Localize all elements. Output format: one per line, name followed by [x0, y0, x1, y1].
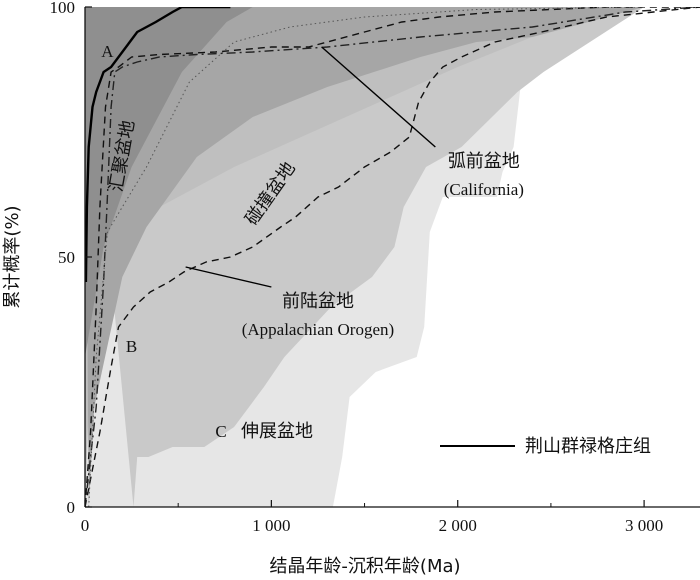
y-tick-label: 50: [58, 248, 75, 267]
x-tick-label: 0: [81, 516, 90, 535]
y-tick-label: 0: [67, 498, 76, 517]
region-label-2: C: [215, 422, 226, 441]
axis-ticks: 0 1 000 2 000 3 000 0 50 100: [50, 0, 664, 535]
region-label-1: B: [126, 337, 137, 356]
region-label-3: 伸展盆地: [241, 421, 313, 442]
legend-label: 荆山群禄格庄组: [525, 436, 651, 457]
series-line-3: [85, 7, 700, 507]
basin-fields: [85, 7, 700, 507]
field-4: [85, 7, 700, 357]
annotation-text-1-1: (Appalachian Orogen): [242, 320, 394, 339]
series-line-1: [85, 7, 700, 507]
annotation-leader-1: [185, 266, 272, 288]
annotation-text-0-0: 弧前盆地: [448, 151, 520, 172]
series-line-2: [85, 7, 700, 507]
annotation-text-1-0: 前陆盆地: [282, 291, 354, 312]
series-line-0: [85, 7, 231, 283]
series-line-4: [88, 7, 645, 507]
annotation-text-0-1: (California): [444, 180, 524, 199]
legend: 荆山群禄格庄组: [440, 436, 651, 457]
x-axis-title: 结晶年龄-沉积年龄(Ma): [269, 556, 460, 577]
annotation-leader-0: [321, 46, 436, 148]
x-tick-label: 3 000: [625, 516, 663, 535]
annotations: 弧前盆地 (California) 前陆盆地 (Appalachian Orogen): [185, 46, 524, 339]
region-label-0: A: [101, 42, 114, 61]
y-axis-title: 累计概率(%): [2, 205, 23, 308]
series-lines: [85, 7, 700, 507]
x-tick-label: 1 000: [252, 516, 290, 535]
field-2: [85, 7, 700, 507]
y-tick-label: 100: [50, 0, 76, 17]
x-tick-label: 2 000: [439, 516, 477, 535]
